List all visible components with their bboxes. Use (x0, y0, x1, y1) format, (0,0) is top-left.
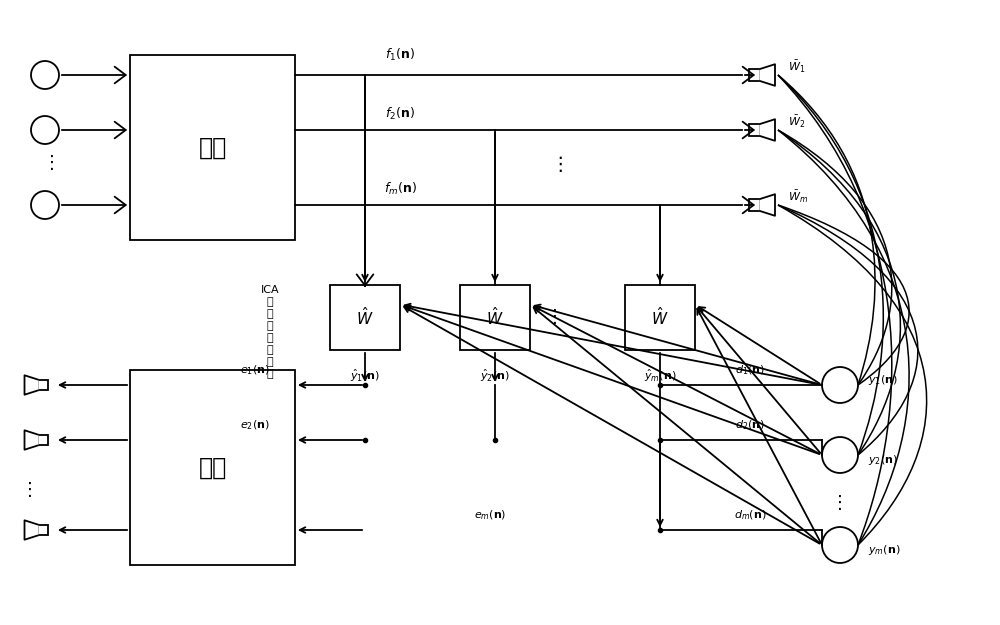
Text: $f_2(\mathbf{n})$: $f_2(\mathbf{n})$ (385, 106, 415, 122)
Polygon shape (760, 64, 775, 86)
Text: ⋮: ⋮ (43, 154, 61, 172)
Polygon shape (24, 375, 38, 395)
Text: $y_2(\mathbf{n})$: $y_2(\mathbf{n})$ (868, 453, 898, 467)
Text: ⋮: ⋮ (550, 156, 570, 174)
Text: $y_1(\mathbf{n})$: $y_1(\mathbf{n})$ (868, 373, 898, 387)
Text: ICA
自
适
应
滤
波
过
程: ICA 自 适 应 滤 波 过 程 (261, 285, 279, 379)
Bar (749, 199, 760, 211)
Text: $\bar{W}_1$: $\bar{W}_1$ (788, 59, 805, 75)
Text: ⋮: ⋮ (546, 308, 564, 326)
Text: $\hat{y}_2(\mathbf{n})$: $\hat{y}_2(\mathbf{n})$ (480, 368, 510, 384)
Text: 通道: 通道 (198, 136, 227, 159)
Text: ⋮: ⋮ (831, 494, 849, 512)
Polygon shape (24, 520, 38, 540)
Text: 通道: 通道 (198, 456, 227, 479)
Text: $d_1(\mathbf{n})$: $d_1(\mathbf{n})$ (735, 363, 765, 377)
Bar (749, 124, 760, 136)
Text: $\hat{W}$: $\hat{W}$ (356, 306, 374, 329)
Text: $\hat{W}$: $\hat{W}$ (486, 306, 504, 329)
Bar (130, 370, 295, 565)
Bar (460, 285, 530, 350)
Bar (38, 379, 48, 391)
Polygon shape (24, 430, 38, 450)
Text: $\hat{y}_m(\mathbf{n})$: $\hat{y}_m(\mathbf{n})$ (644, 368, 676, 384)
Bar (38, 524, 48, 536)
Text: $y_m(\mathbf{n})$: $y_m(\mathbf{n})$ (868, 543, 900, 557)
Text: $\bar{W}_m$: $\bar{W}_m$ (788, 189, 808, 205)
Text: $\hat{W}$: $\hat{W}$ (651, 306, 669, 329)
Bar (330, 285, 400, 350)
Text: $e_1(\mathbf{n})$: $e_1(\mathbf{n})$ (240, 363, 270, 377)
Text: $f_m(\mathbf{n})$: $f_m(\mathbf{n})$ (384, 181, 416, 197)
Bar (130, 55, 295, 240)
Bar (749, 69, 760, 81)
Text: $e_2(\mathbf{n})$: $e_2(\mathbf{n})$ (240, 418, 270, 432)
Bar (625, 285, 695, 350)
Polygon shape (760, 194, 775, 216)
Text: $\hat{y}_1(\mathbf{n})$: $\hat{y}_1(\mathbf{n})$ (350, 368, 380, 384)
Text: ⋮: ⋮ (21, 481, 39, 499)
Bar (38, 434, 48, 446)
Text: $d_2(\mathbf{n})$: $d_2(\mathbf{n})$ (735, 418, 765, 432)
Text: $e_m(\mathbf{n})$: $e_m(\mathbf{n})$ (474, 508, 506, 522)
Text: $f_1(\mathbf{n})$: $f_1(\mathbf{n})$ (385, 47, 415, 63)
Text: $\bar{W}_2$: $\bar{W}_2$ (788, 114, 805, 130)
Polygon shape (760, 119, 775, 141)
Text: $d_m(\mathbf{n})$: $d_m(\mathbf{n})$ (734, 508, 766, 522)
